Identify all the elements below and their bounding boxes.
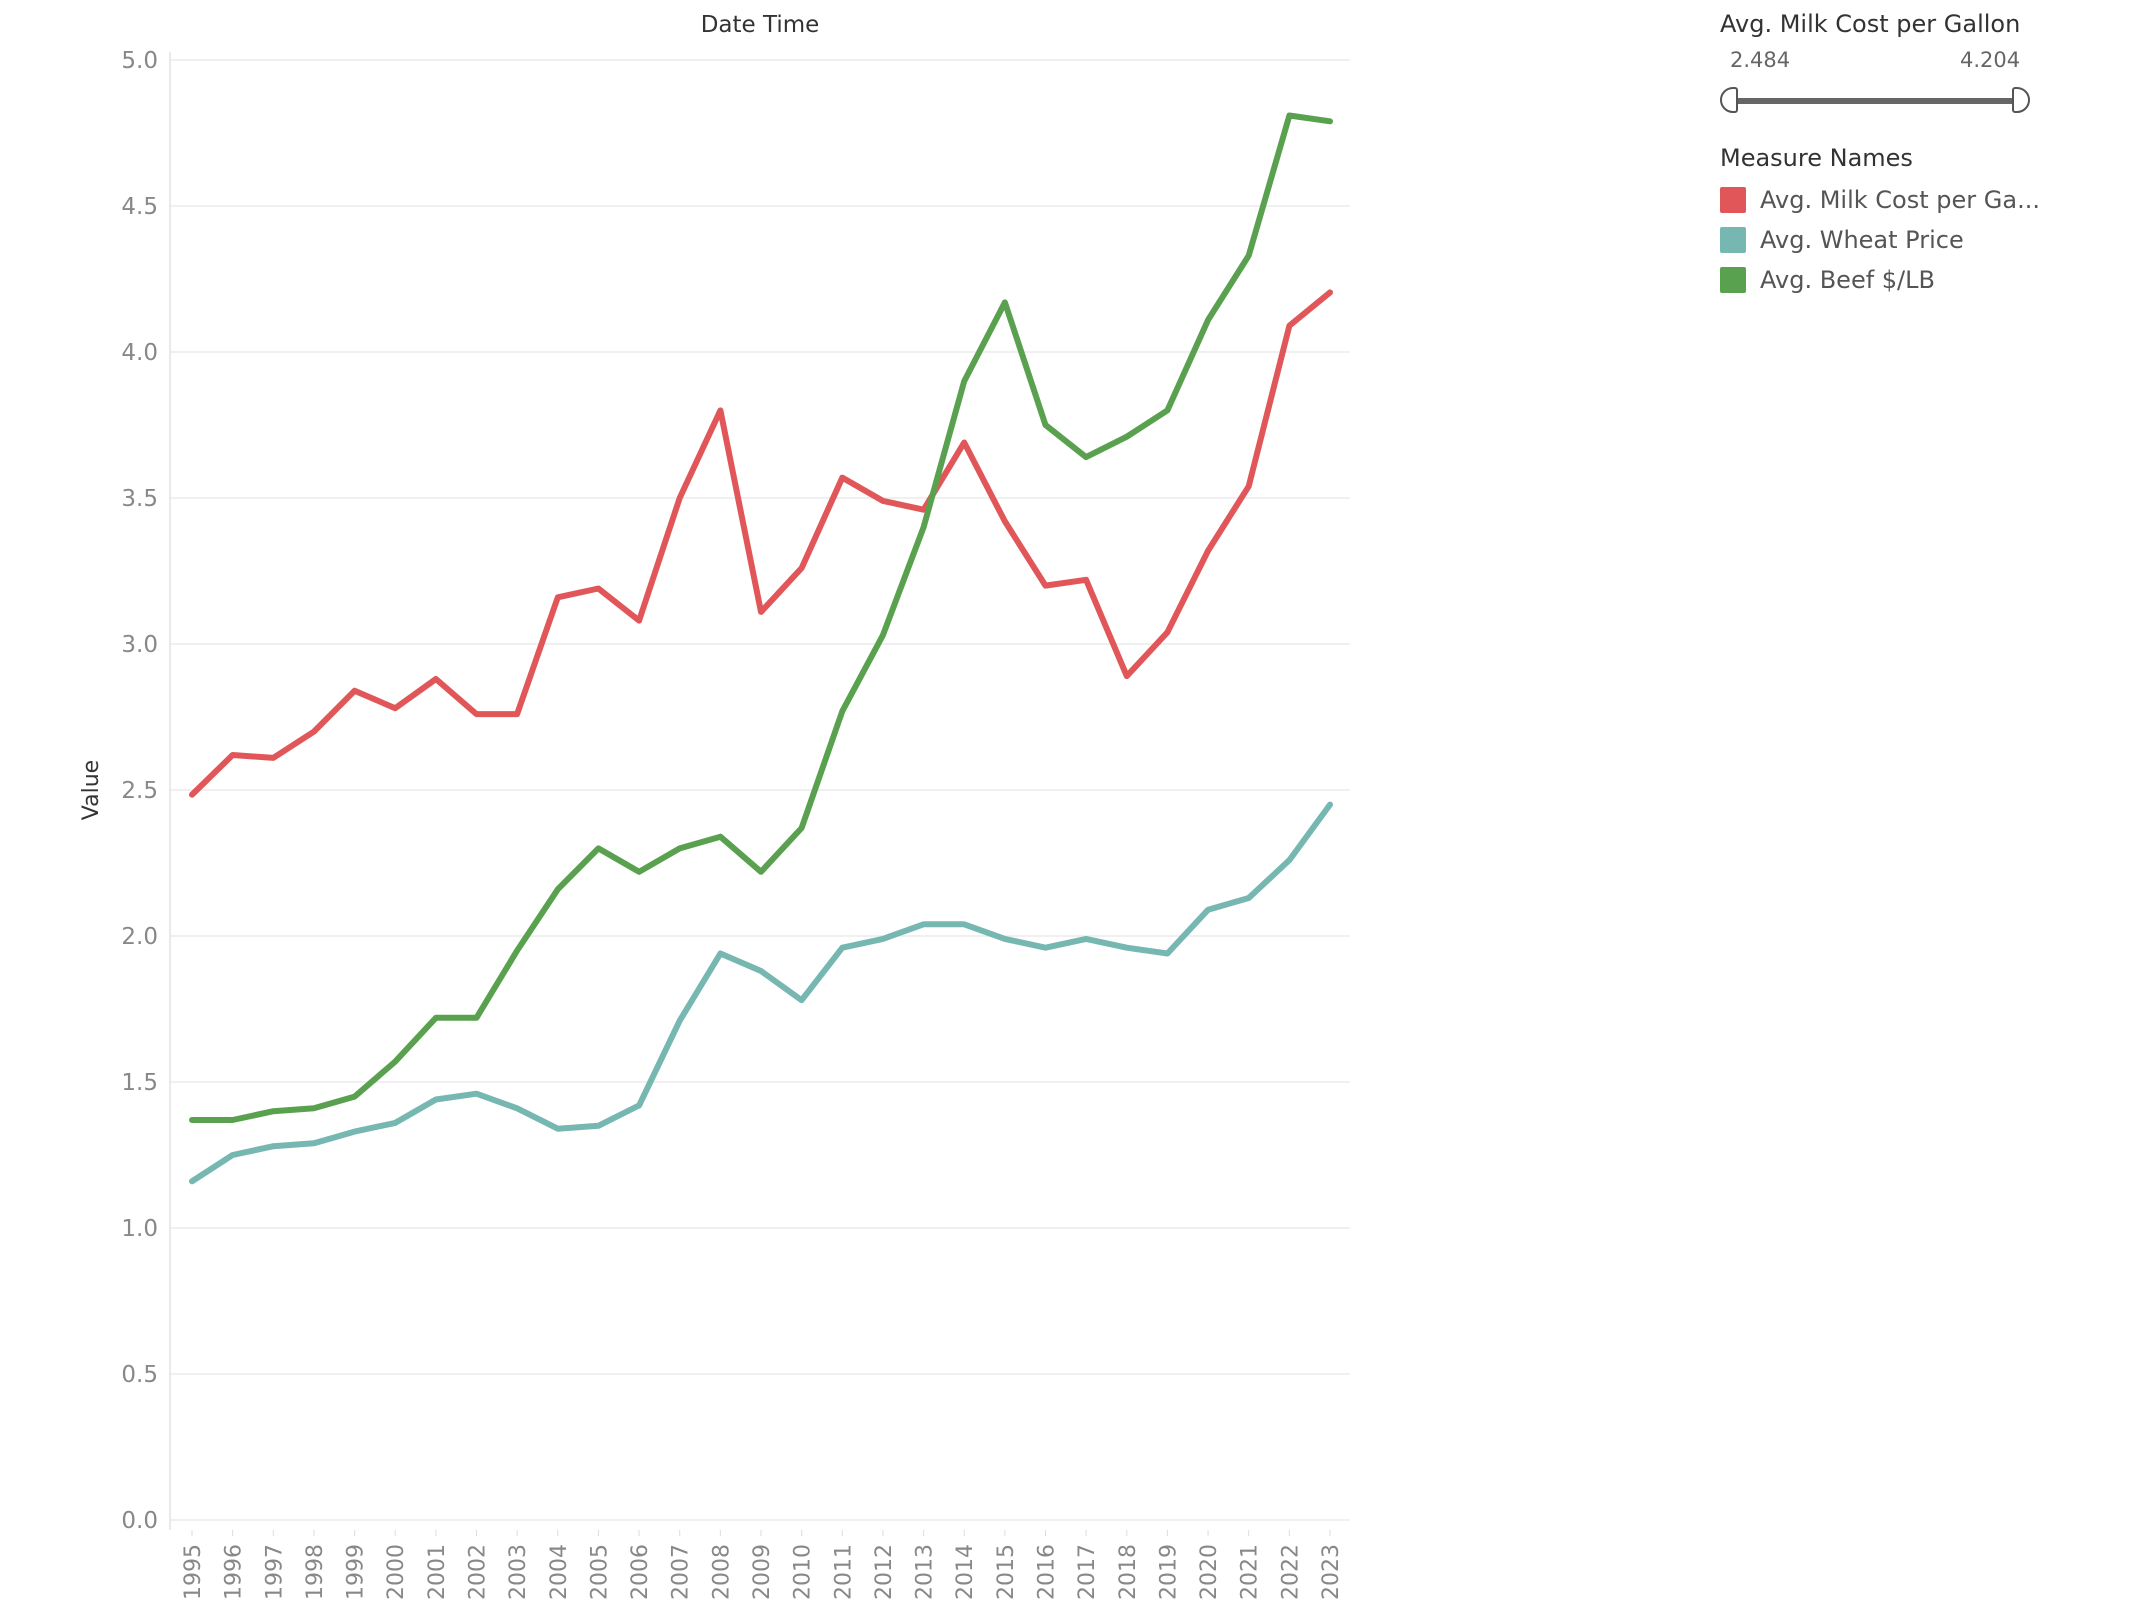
series-lines (189, 112, 1333, 1185)
x-tick-label: 2019 (1156, 1544, 1181, 1600)
x-tick-label: 2016 (1035, 1544, 1060, 1600)
x-tick-label: 2008 (709, 1544, 734, 1600)
y-tick-label: 2.0 (121, 924, 158, 950)
x-tick-label: 2001 (425, 1544, 450, 1600)
x-tick-label: 2013 (913, 1544, 938, 1600)
x-tick-label: 2005 (587, 1544, 612, 1600)
x-tick-label: 2006 (628, 1544, 653, 1600)
y-tick-label: 4.0 (121, 340, 158, 366)
series-line-2[interactable] (189, 112, 1333, 1123)
legend-swatch (1720, 267, 1746, 293)
y-tick-label: 0.5 (121, 1362, 158, 1388)
legend-label: Avg. Beef $/LB (1760, 266, 1935, 294)
chart-title: Date Time (701, 12, 820, 38)
legend-swatch (1720, 227, 1746, 253)
x-tick-label: 2002 (466, 1544, 491, 1600)
series-line-0[interactable] (189, 289, 1333, 798)
x-tick-label: 1995 (181, 1544, 206, 1600)
slider-max-handle[interactable] (2012, 87, 2030, 113)
x-tick-label: 1996 (222, 1544, 247, 1600)
x-tick-label: 1997 (262, 1544, 287, 1600)
y-tick-label: 5.0 (121, 48, 158, 74)
x-tick-label: 2015 (994, 1544, 1019, 1600)
legend-label: Avg. Milk Cost per Ga... (1760, 186, 2040, 214)
range-max-label: 4.204 (1960, 48, 2021, 72)
y-tick-labels: 0.0 0.5 1.0 1.5 2.0 2.5 3.0 3.5 4.0 4.5 5.0 (121, 48, 158, 1534)
y-tick-label: 0.0 (121, 1508, 158, 1534)
range-min-label: 2.484 (1730, 48, 1791, 72)
x-tick-label: 2011 (831, 1544, 856, 1600)
x-tick-label: 2003 (506, 1544, 531, 1600)
x-tick-label: 2022 (1278, 1544, 1303, 1600)
line-chart: Date Time Value 0.0 0.5 1.0 1.5 2.0 2.5 3.0 3.5… (79, 12, 1350, 1600)
x-tick-label: 2014 (953, 1544, 978, 1600)
y-axis-label: Value (79, 760, 104, 820)
x-tick-labels: 1995 1996 1997 1998 1999 2000 2001 2002 2003 2004… (181, 1544, 1344, 1600)
legend-item-milk[interactable]: Avg. Milk Cost per Ga... (1720, 180, 2120, 220)
x-tick-label: 2018 (1116, 1544, 1141, 1600)
x-tick-label: 1998 (303, 1544, 328, 1600)
legend-swatch (1720, 187, 1746, 213)
x-tick-label: 2020 (1197, 1544, 1222, 1600)
x-tick-label: 2012 (872, 1544, 897, 1600)
x-tick-label: 2007 (669, 1544, 694, 1600)
legend-item-wheat[interactable]: Avg. Wheat Price (1720, 220, 2120, 260)
x-tick-label: 2021 (1238, 1544, 1263, 1600)
y-tick-label: 4.5 (121, 194, 158, 220)
legend-title: Measure Names (1720, 144, 1913, 172)
y-tick-label: 3.0 (121, 632, 158, 658)
side-panel: Avg. Milk Cost per Gallon 2.484 4.204 Me… (1720, 10, 2120, 300)
y-tick-label: 3.5 (121, 486, 158, 512)
y-tick-label: 2.5 (121, 778, 158, 804)
axes (169, 52, 1331, 1536)
y-tick-label: 1.5 (121, 1070, 158, 1096)
slider-track[interactable] (1734, 98, 2016, 104)
legend-label: Avg. Wheat Price (1760, 226, 1964, 254)
slider-min-handle[interactable] (1720, 87, 1738, 113)
legend-item-beef[interactable]: Avg. Beef $/LB (1720, 260, 2120, 300)
range-labels: 2.484 4.204 (1720, 48, 2120, 78)
x-tick-label: 2004 (547, 1544, 572, 1600)
x-tick-label: 2000 (384, 1544, 409, 1600)
gridlines (170, 59, 1350, 1521)
range-slider[interactable] (1720, 84, 2030, 120)
x-tick-label: 2010 (791, 1544, 816, 1600)
x-tick-label: 2017 (1075, 1544, 1100, 1600)
series-line-1[interactable] (189, 801, 1333, 1185)
x-tick-label: 1999 (344, 1544, 369, 1600)
x-tick-label: 2023 (1319, 1544, 1344, 1600)
x-tick-label: 2009 (750, 1544, 775, 1600)
filter-title: Avg. Milk Cost per Gallon (1720, 10, 2021, 38)
y-tick-label: 1.0 (121, 1216, 158, 1242)
